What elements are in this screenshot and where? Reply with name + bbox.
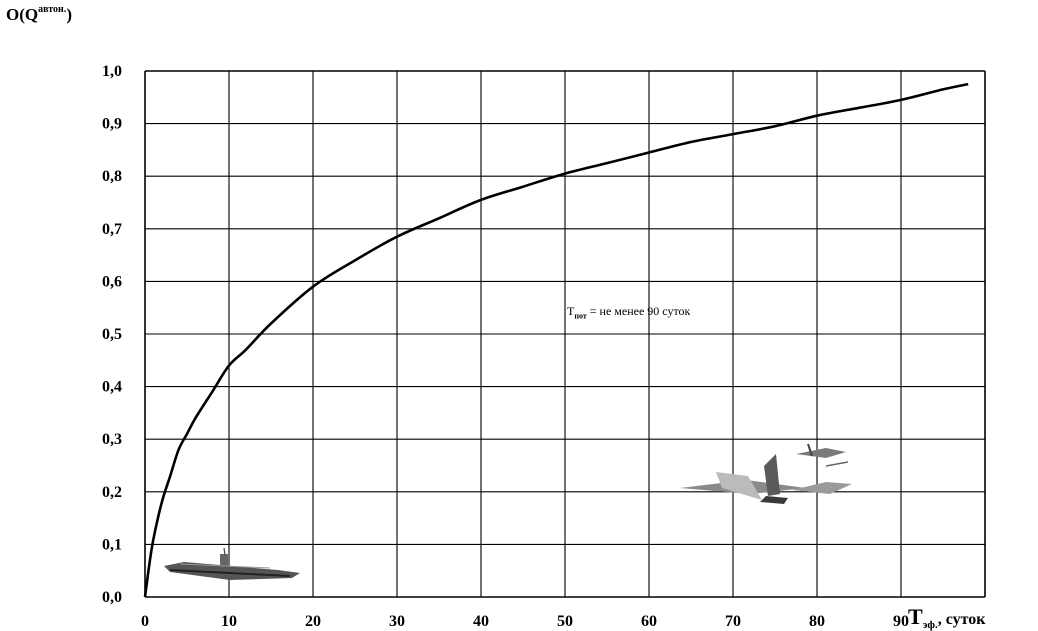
x-tick-label: 50: [557, 613, 573, 630]
y-tick-label: 0,5: [102, 326, 122, 343]
x-tick-label: 60: [641, 613, 657, 630]
y-tick-label: 0,3: [102, 431, 122, 448]
x-tick-label: 10: [221, 613, 237, 630]
ship-image: [164, 547, 300, 580]
y-tick-label: 0,2: [102, 484, 122, 501]
grid: [144, 70, 986, 598]
x-tick-labels: 0 10 20 30 40 50 60 70 80 90: [141, 613, 909, 630]
x-tick-label: 30: [389, 613, 405, 630]
y-tick-labels: 0,0 0,1 0,2 0,3 0,4 0,5 0,6 0,7 0,8 0,9 1,0: [102, 63, 122, 606]
x-tick-label: 80: [809, 613, 825, 630]
y-tick-label: 0,7: [102, 221, 122, 238]
x-tick-label: 40: [473, 613, 489, 630]
aircraft-image: [680, 443, 852, 504]
y-axis-label: O(Qавтон.): [6, 4, 72, 24]
x-tick-label: 90: [893, 613, 909, 630]
x-tick-label: 20: [305, 613, 321, 630]
y-tick-label: 0,6: [102, 273, 122, 290]
y-tick-label: 0,9: [102, 116, 122, 133]
y-tick-label: 0,8: [102, 168, 122, 185]
annotation-label: Tпот = не менее 90 суток: [567, 304, 691, 321]
y-tick-label: 0,4: [102, 379, 122, 396]
y-tick-label: 0,0: [102, 589, 122, 606]
x-tick-label: 0: [141, 613, 149, 630]
y-tick-label: 1,0: [102, 63, 122, 80]
x-axis-label: Tэф., суток: [908, 604, 986, 631]
y-tick-label: 0,1: [102, 536, 122, 553]
x-tick-label: 70: [725, 613, 741, 630]
data-curve: [143, 82, 969, 598]
